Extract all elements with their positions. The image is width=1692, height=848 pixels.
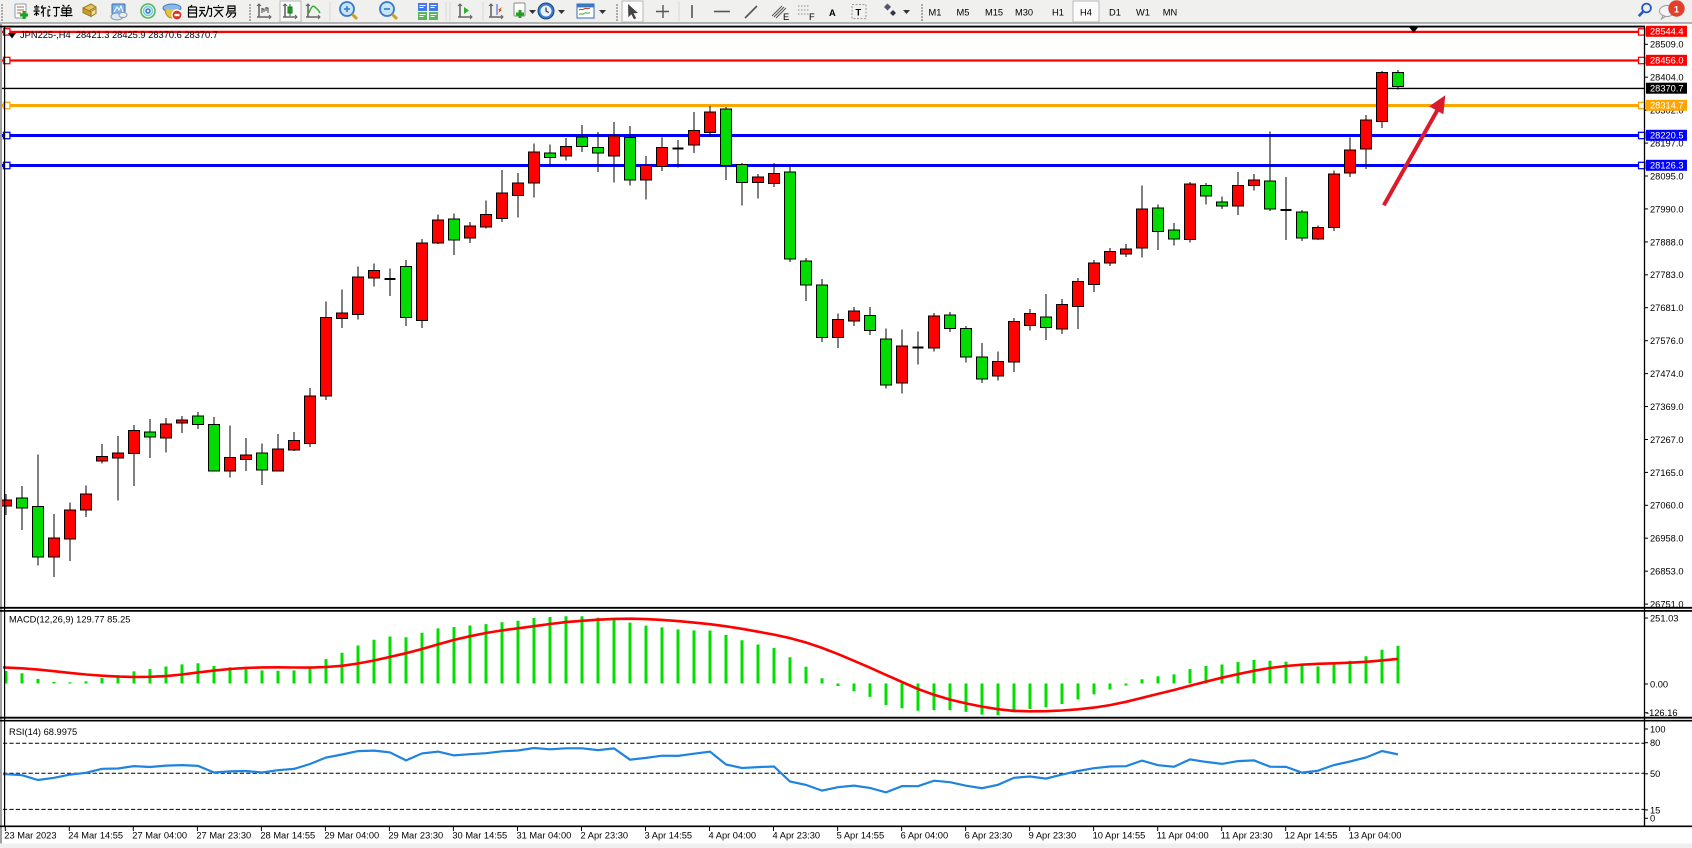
svg-text:80: 80 [1650,738,1660,748]
svg-text:28 Mar 14:55: 28 Mar 14:55 [260,831,315,841]
svg-text:5 Apr 14:55: 5 Apr 14:55 [837,831,885,841]
svg-text:27474.0: 27474.0 [1650,369,1684,379]
svg-text:-126.16: -126.16 [1646,708,1678,718]
svg-text:T: T [856,8,862,18]
svg-text:H4: H4 [1080,8,1092,18]
svg-text:11 Apr 23:30: 11 Apr 23:30 [1221,831,1273,841]
svg-text:251.03: 251.03 [1650,613,1678,623]
svg-text:27 Mar 04:00: 27 Mar 04:00 [132,831,187,841]
svg-text:M1: M1 [929,8,942,18]
svg-text:29 Mar 23:30: 29 Mar 23:30 [388,831,443,841]
svg-text:13 Apr 04:00: 13 Apr 04:00 [1349,831,1402,841]
svg-text:H1: H1 [1052,8,1064,18]
svg-text:A: A [829,8,836,18]
svg-text:28126.3: 28126.3 [1650,161,1684,171]
svg-text:30 Mar 14:55: 30 Mar 14:55 [452,831,507,841]
svg-text:MACD(12,26,9) 129.77 85.25: MACD(12,26,9) 129.77 85.25 [9,615,130,625]
svg-text:27369.0: 27369.0 [1650,402,1684,412]
svg-text:D1: D1 [1109,8,1121,18]
svg-text:MN: MN [1163,8,1177,18]
svg-text:RSI(14) 68.9975: RSI(14) 68.9975 [9,727,77,737]
svg-text:24 Mar 14:55: 24 Mar 14:55 [68,831,123,841]
svg-text:27060.0: 27060.0 [1650,501,1684,511]
svg-text:27681.0: 27681.0 [1650,303,1684,313]
svg-text:28456.0: 28456.0 [1650,56,1684,66]
svg-text:11 Apr 04:00: 11 Apr 04:00 [1157,831,1209,841]
svg-text:50: 50 [1650,769,1660,779]
svg-text:6 Apr 04:00: 6 Apr 04:00 [901,831,949,841]
svg-text:28095.0: 28095.0 [1650,171,1684,181]
svg-text:M15: M15 [985,8,1003,18]
svg-text:1: 1 [1674,5,1679,15]
svg-text:27 Mar 23:30: 27 Mar 23:30 [196,831,251,841]
svg-text:23 Mar 2023: 23 Mar 2023 [4,831,56,841]
svg-text:F: F [809,12,815,22]
svg-text:26958.0: 26958.0 [1650,534,1684,544]
svg-text:2 Apr 23:30: 2 Apr 23:30 [581,831,629,841]
svg-text:W1: W1 [1136,8,1150,18]
svg-text:0.00: 0.00 [1650,679,1668,689]
svg-text:27990.0: 27990.0 [1650,204,1684,214]
svg-text:100: 100 [1650,724,1666,734]
svg-text:28404.0: 28404.0 [1650,73,1684,83]
svg-text:28509.0: 28509.0 [1650,40,1684,50]
svg-text:6 Apr 23:30: 6 Apr 23:30 [965,831,1013,841]
svg-text:27267.0: 27267.0 [1650,435,1684,445]
svg-text:E: E [783,12,789,22]
svg-text:28544.4: 28544.4 [1650,27,1684,37]
svg-text:28197.0: 28197.0 [1650,139,1684,149]
svg-text:10 Apr 14:55: 10 Apr 14:55 [1093,831,1146,841]
svg-text:27888.0: 27888.0 [1650,237,1684,247]
svg-text:27165.0: 27165.0 [1650,468,1684,478]
svg-text:JPN225-,H4 28421.3 28425.9 28: JPN225-,H4 28421.3 28425.9 28370.6 28370… [20,30,218,40]
svg-text:28220.5: 28220.5 [1650,131,1684,141]
svg-text:4 Apr 23:30: 4 Apr 23:30 [773,831,821,841]
svg-text:3 Apr 14:55: 3 Apr 14:55 [645,831,693,841]
svg-text:29 Mar 04:00: 29 Mar 04:00 [324,831,379,841]
svg-text:0: 0 [1650,814,1655,824]
svg-text:4 Apr 04:00: 4 Apr 04:00 [709,831,757,841]
svg-text:27576.0: 27576.0 [1650,336,1684,346]
svg-text:M30: M30 [1015,8,1033,18]
svg-text:12 Apr 14:55: 12 Apr 14:55 [1285,831,1338,841]
svg-text:15: 15 [1650,805,1660,815]
svg-text:28314.7: 28314.7 [1650,101,1684,111]
svg-text:27783.0: 27783.0 [1650,270,1684,280]
svg-text:28370.7: 28370.7 [1650,84,1684,94]
svg-text:M5: M5 [957,8,970,18]
svg-text:26853.0: 26853.0 [1650,567,1684,577]
svg-text:26751.0: 26751.0 [1650,600,1684,610]
svg-text:9 Apr 23:30: 9 Apr 23:30 [1029,831,1077,841]
svg-text:31 Mar 04:00: 31 Mar 04:00 [517,831,572,841]
